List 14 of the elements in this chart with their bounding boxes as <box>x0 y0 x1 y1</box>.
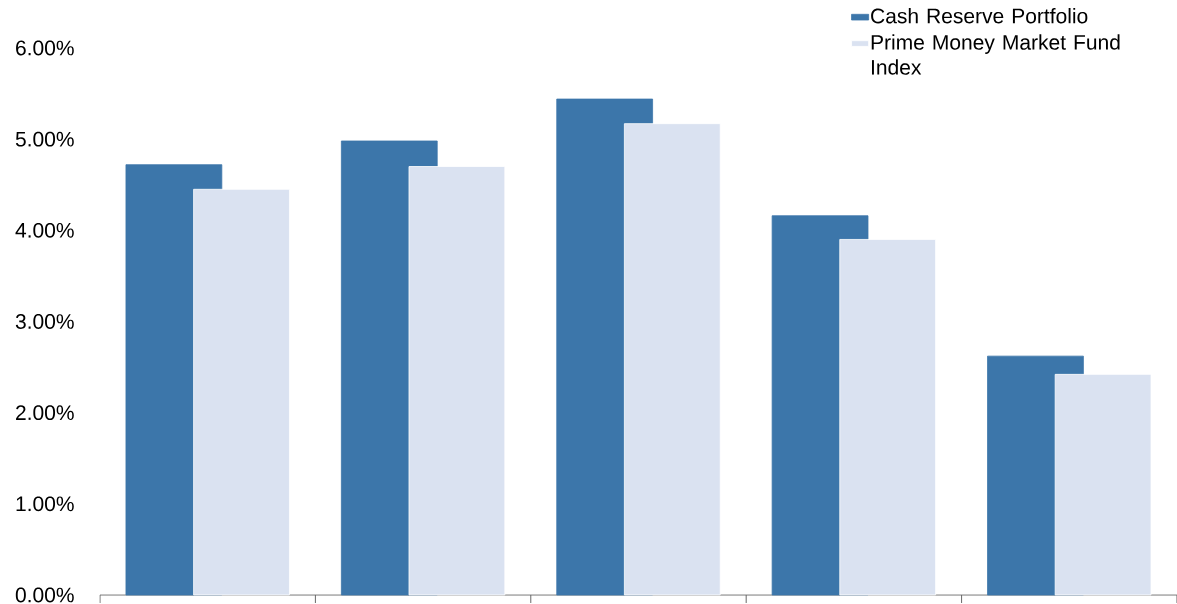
legend-label: Cash Reserve Portfolio <box>871 7 1088 24</box>
y-tick-label: 3.00% <box>15 314 74 329</box>
bar <box>839 239 937 596</box>
y-tick-label: 0.00% <box>15 587 74 603</box>
y-tick-label: 2.00% <box>16 405 74 421</box>
y-tick-label: 1.00% <box>16 496 74 512</box>
y-tick-label: 4.00% <box>15 222 74 238</box>
y-tick-label: 6.00% <box>16 40 74 56</box>
bar <box>193 188 290 596</box>
bar <box>408 166 506 596</box>
bar <box>1054 373 1152 596</box>
y-tick-label: 5.00% <box>15 131 74 147</box>
bar <box>623 123 721 596</box>
legend-label: Prime Money Market Fund Index <box>871 34 1120 75</box>
